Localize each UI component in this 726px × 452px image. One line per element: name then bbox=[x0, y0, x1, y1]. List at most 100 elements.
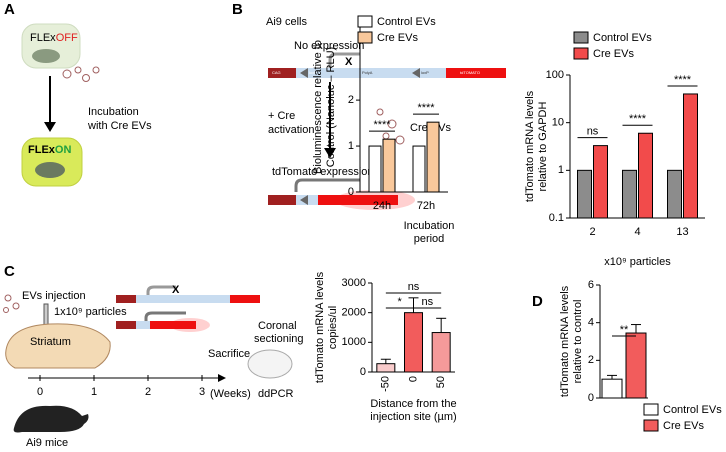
y-tick-label: 2 bbox=[588, 354, 594, 366]
week-label: 0 bbox=[37, 386, 43, 398]
week-label: 1 bbox=[91, 386, 97, 398]
y-axis-label: Control (Nanoluc – RLU) bbox=[325, 47, 337, 167]
label: + Cre bbox=[268, 110, 295, 122]
label: Ai9 mice bbox=[26, 437, 68, 449]
significance-label: **** bbox=[373, 119, 391, 131]
label: sectioning bbox=[254, 333, 304, 345]
x-tick-label: 4 bbox=[634, 226, 640, 238]
construct bbox=[268, 68, 506, 78]
bar bbox=[431, 332, 451, 373]
bar bbox=[622, 169, 637, 219]
legend-label: Control EVs bbox=[377, 16, 436, 28]
part-label: CAG bbox=[272, 70, 281, 75]
legend-swatch bbox=[643, 419, 659, 432]
y-axis-label: relative to GAPDH bbox=[537, 102, 549, 192]
y-tick-label: 2000 bbox=[342, 307, 366, 319]
y-tick-label: 4 bbox=[588, 317, 594, 329]
bar bbox=[404, 312, 423, 373]
bar bbox=[638, 132, 653, 219]
evs bbox=[3, 294, 20, 313]
legend-label: Cre EVs bbox=[663, 420, 704, 432]
y-tick-label: 0.1 bbox=[549, 212, 564, 224]
legend-swatch bbox=[643, 403, 659, 416]
construct-label: FLExON bbox=[28, 144, 71, 156]
y-tick-label: 1 bbox=[558, 164, 564, 176]
mark: X bbox=[345, 56, 353, 68]
step-label: with Cre EVs bbox=[87, 120, 152, 132]
cell bbox=[21, 137, 83, 187]
bar bbox=[593, 145, 608, 219]
y-tick-label: 0 bbox=[348, 186, 354, 198]
bar bbox=[412, 145, 426, 193]
legend-swatch bbox=[573, 47, 589, 60]
construct-label: FLExOFF bbox=[30, 32, 78, 44]
arrow bbox=[328, 52, 360, 70]
x-axis-label: Distance from the bbox=[370, 398, 456, 410]
legend-label: Control EVs bbox=[593, 32, 652, 44]
significance-label: ns bbox=[587, 126, 599, 138]
label: 1x10⁹ particles bbox=[54, 306, 127, 318]
label: Striatum bbox=[30, 336, 71, 348]
x-axis-label: injection site (µm) bbox=[370, 411, 456, 423]
significance-label: **** bbox=[417, 102, 435, 114]
y-axis-label: tdTomato mRNA levels bbox=[524, 90, 536, 202]
y-axis-label: tdTomato mRNA levels bbox=[559, 285, 571, 397]
bar bbox=[577, 169, 592, 219]
y-axis-label: Bioluminescence relative to bbox=[312, 40, 324, 174]
y-tick-label: 3000 bbox=[342, 277, 366, 289]
evs bbox=[62, 66, 100, 82]
bar bbox=[625, 332, 647, 399]
y-tick-label: 10 bbox=[552, 117, 564, 129]
arrowhead bbox=[44, 122, 56, 132]
bar bbox=[382, 138, 396, 193]
part-label: loxP bbox=[309, 70, 317, 75]
part-label: PolyA bbox=[362, 70, 373, 75]
week-label: 3 bbox=[199, 386, 205, 398]
x-tick-label: -50 bbox=[380, 376, 392, 392]
construct bbox=[116, 321, 196, 329]
bar bbox=[601, 378, 623, 399]
syringe bbox=[43, 303, 49, 327]
bar bbox=[426, 121, 440, 193]
section bbox=[247, 349, 293, 379]
label: tdTomato expression bbox=[272, 166, 374, 178]
label: No expression bbox=[294, 40, 364, 52]
bar bbox=[376, 363, 396, 373]
panel-label: C bbox=[4, 263, 15, 280]
panel-label: A bbox=[4, 1, 15, 18]
label: (Weeks) bbox=[210, 388, 251, 400]
x-axis-label: period bbox=[414, 233, 445, 245]
x-tick-label: 24h bbox=[373, 200, 391, 212]
label: activation bbox=[268, 124, 314, 136]
label: Sacrifice bbox=[208, 348, 250, 360]
arrow bbox=[146, 285, 176, 296]
legend-swatch bbox=[357, 15, 373, 28]
x-tick-label: 13 bbox=[676, 226, 688, 238]
significance-label: ** bbox=[620, 324, 629, 336]
label: Ai9 cells bbox=[266, 16, 307, 28]
bar bbox=[683, 93, 698, 219]
x-tick-label: 2 bbox=[589, 226, 595, 238]
y-tick-label: 2 bbox=[348, 94, 354, 106]
y-tick-label: 0 bbox=[588, 392, 594, 404]
significance-label: **** bbox=[674, 74, 692, 86]
legend-label: Cre EVs bbox=[593, 48, 634, 60]
mouse bbox=[13, 405, 89, 433]
label: EVs injection bbox=[22, 290, 86, 302]
x-tick-label: 50 bbox=[435, 376, 447, 388]
arrow bbox=[144, 311, 186, 322]
timeline-ticks bbox=[39, 375, 203, 381]
y-tick-label: 0 bbox=[360, 366, 366, 378]
brain bbox=[5, 323, 111, 369]
significance-label: **** bbox=[629, 113, 647, 125]
y-axis-label: tdTomato mRNA levels bbox=[314, 271, 326, 383]
arrowhead bbox=[324, 148, 336, 158]
significance-label: ns bbox=[408, 281, 420, 293]
y-tick-label: 100 bbox=[546, 69, 564, 81]
construct bbox=[268, 195, 398, 205]
x-tick-label: 72h bbox=[417, 200, 435, 212]
y-tick-label: 1000 bbox=[342, 336, 366, 348]
legend-label: Control EVs bbox=[663, 404, 722, 416]
nucleus bbox=[32, 49, 60, 63]
